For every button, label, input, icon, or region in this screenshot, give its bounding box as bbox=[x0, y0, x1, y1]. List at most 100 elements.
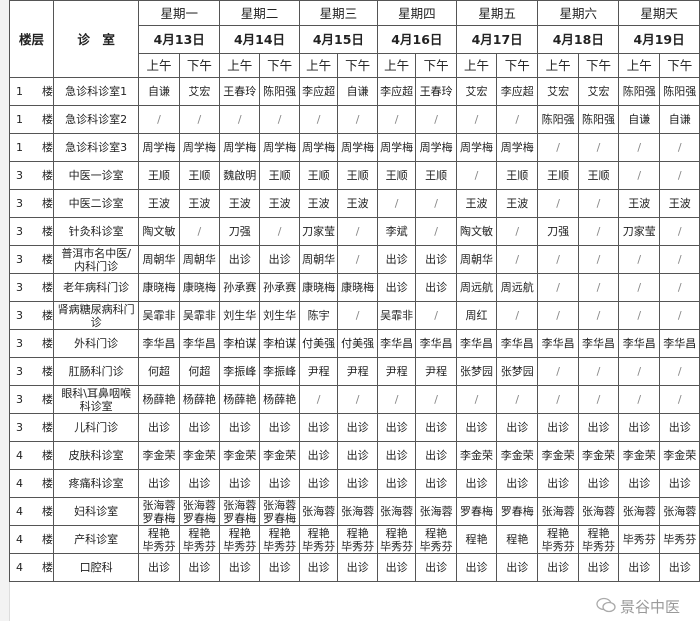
schedule-cell: 程艳 bbox=[455, 525, 498, 554]
floor-unit: 楼 bbox=[42, 337, 53, 350]
schedule-cell: / bbox=[337, 385, 378, 414]
schedule-cell: 罗春梅 bbox=[455, 497, 498, 526]
schedule-cell: 魏啟明 bbox=[219, 161, 261, 190]
schedule-cell: 程艳 bbox=[496, 525, 539, 554]
clinic-name: 儿科门诊 bbox=[52, 413, 140, 442]
schedule-cell: 出诊 bbox=[138, 413, 180, 442]
schedule-cell: 王波 bbox=[337, 189, 378, 218]
schedule-cell: / bbox=[659, 217, 700, 246]
clinic-name: 疼痛科诊室 bbox=[52, 469, 140, 498]
schedule-cell: 李柏谋 bbox=[259, 329, 300, 358]
schedule-cell: / bbox=[138, 105, 180, 134]
clinic-header: 诊 室 bbox=[52, 0, 140, 78]
schedule-cell: 张海蓉 罗春梅 bbox=[259, 497, 300, 526]
schedule-cell: 周学梅 bbox=[219, 133, 261, 162]
schedule-cell: 周学梅 bbox=[178, 133, 221, 162]
schedule-cell: / bbox=[337, 217, 378, 246]
schedule-cell: 出诊 bbox=[376, 553, 417, 582]
schedule-cell: 罗春梅 bbox=[496, 497, 539, 526]
clinic-name: 针灸科诊室 bbox=[52, 217, 140, 246]
schedule-cell: / bbox=[618, 133, 661, 162]
schedule-cell: 王顺 bbox=[496, 161, 539, 190]
schedule-cell: 出诊 bbox=[659, 553, 700, 582]
schedule-cell: / bbox=[577, 385, 620, 414]
floor-number: 3 bbox=[16, 225, 23, 238]
schedule-cell: 李金荣 bbox=[659, 441, 700, 470]
table-row: 1 楼急诊科诊室2// / / / / / / / / 陈阳强 陈阳强 自谦 自谦 bbox=[9, 105, 700, 134]
schedule-cell: / bbox=[219, 105, 261, 134]
table-row: 3 楼肾病糖尿病科门诊 吴霏非 吴霏非 刘生华 刘生华 陈宇 / 吴霏非 / 周红 / / / / / bbox=[9, 301, 700, 330]
schedule-cell: 李金荣 bbox=[455, 441, 498, 470]
schedule-cell: 毕秀芬 bbox=[618, 525, 661, 554]
schedule-cell: 李金荣 bbox=[178, 441, 221, 470]
schedule-cell: 李应超 bbox=[298, 77, 339, 106]
weekday-header: 星期二 bbox=[219, 0, 300, 26]
schedule-cell: 李应超 bbox=[376, 77, 417, 106]
weekday-header: 星期五 bbox=[455, 0, 539, 26]
clinic-name: 急诊科诊室1 bbox=[52, 77, 140, 106]
schedule-cell: 周学梅 bbox=[455, 133, 498, 162]
schedule-cell: 王波 bbox=[298, 189, 339, 218]
schedule-cell: / bbox=[577, 357, 620, 386]
schedule-cell: 出诊 bbox=[496, 553, 539, 582]
clinic-name: 中医二诊室 bbox=[52, 189, 140, 218]
clinic-name: 急诊科诊室2 bbox=[52, 105, 140, 134]
schedule-cell: / bbox=[659, 357, 700, 386]
floor-number: 1 bbox=[16, 113, 23, 126]
schedule-cell: 张海蓉 bbox=[537, 497, 579, 526]
floor-unit: 楼 bbox=[42, 85, 53, 98]
schedule-cell: 出诊 bbox=[455, 469, 498, 498]
schedule-cell: 出诊 bbox=[496, 469, 539, 498]
schedule-cell: 张梦园 bbox=[496, 357, 539, 386]
schedule-cell: 杨薛艳 bbox=[219, 385, 261, 414]
schedule-cell: 程艳 毕秀芬 bbox=[259, 525, 300, 554]
schedule-cell: 杨薛艳 bbox=[178, 385, 221, 414]
schedule-cell: 王顺 bbox=[577, 161, 620, 190]
schedule-cell: 出诊 bbox=[337, 469, 378, 498]
schedule-cell: 李华昌 bbox=[537, 329, 579, 358]
schedule-cell: / bbox=[618, 273, 661, 302]
schedule-cell: 吴霏非 bbox=[138, 301, 180, 330]
schedule-cell: 刀强 bbox=[537, 217, 579, 246]
schedule-cell: 程艳 毕秀芬 bbox=[376, 525, 417, 554]
schedule-cell: 出诊 bbox=[376, 273, 417, 302]
schedule-cell: 出诊 bbox=[138, 469, 180, 498]
floor-unit: 楼 bbox=[42, 113, 53, 126]
schedule-cell: 艾宏 bbox=[537, 77, 579, 106]
table-row: 3 楼老年病科门诊 康晓梅 康晓梅 孙承赛 孙承赛 康晓梅 康晓梅 出诊 出诊 周远航 周远航 / / / / bbox=[9, 273, 700, 302]
am-header: 上午 bbox=[455, 53, 498, 78]
schedule-cell: 出诊 bbox=[577, 469, 620, 498]
schedule-cell: / bbox=[259, 105, 300, 134]
schedule-cell: / bbox=[455, 161, 498, 190]
schedule-cell: 周朝华 bbox=[178, 245, 221, 274]
pm-header: 下午 bbox=[659, 53, 700, 78]
schedule-cell: 程艳 毕秀芬 bbox=[537, 525, 579, 554]
schedule-cell: 王顺 bbox=[415, 161, 457, 190]
wechat-icon bbox=[596, 597, 616, 617]
schedule-cell: / bbox=[659, 133, 700, 162]
floor-header: 楼层 bbox=[9, 0, 54, 78]
schedule-cell: / bbox=[537, 385, 579, 414]
schedule-cell: 周学梅 bbox=[415, 133, 457, 162]
schedule-cell: 出诊 bbox=[577, 553, 620, 582]
date-header: 4月13日 bbox=[138, 25, 221, 54]
floor-unit: 楼 bbox=[42, 421, 53, 434]
schedule-cell: 李柏谋 bbox=[219, 329, 261, 358]
schedule-cell: 出诊 bbox=[259, 413, 300, 442]
watermark: 景谷中医 bbox=[596, 597, 680, 617]
schedule-cell: / bbox=[178, 105, 221, 134]
schedule-cell: 程艳 毕秀芬 bbox=[337, 525, 378, 554]
schedule-cell: 程艳 毕秀芬 bbox=[577, 525, 620, 554]
floor-unit: 楼 bbox=[42, 533, 53, 546]
schedule-cell: 出诊 bbox=[415, 413, 457, 442]
floor-number: 3 bbox=[16, 421, 23, 434]
floor-number: 1 bbox=[16, 141, 23, 154]
schedule-cell: 王波 bbox=[455, 189, 498, 218]
schedule-cell: 出诊 bbox=[415, 469, 457, 498]
